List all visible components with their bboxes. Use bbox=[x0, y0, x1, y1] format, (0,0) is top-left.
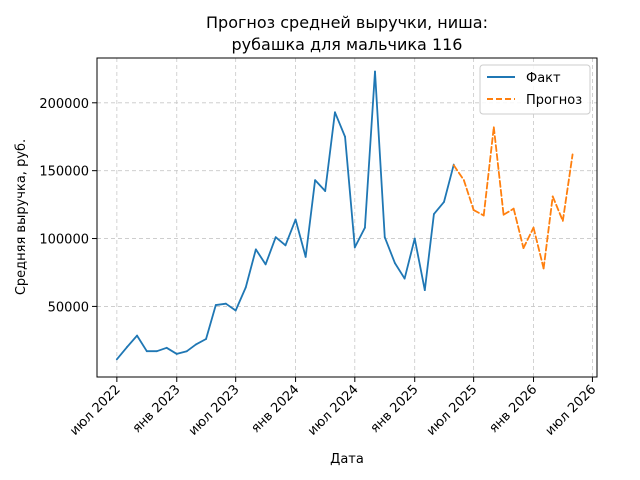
chart-title-line-1: Прогноз средней выручки, ниша: bbox=[206, 13, 488, 32]
series-0-segment bbox=[225, 302, 237, 312]
series-0-segment bbox=[244, 248, 257, 289]
series-1-segment bbox=[472, 209, 485, 217]
series-1-group bbox=[452, 126, 574, 270]
series-0-group bbox=[115, 70, 455, 361]
series-0-segment bbox=[254, 248, 267, 266]
series-0-segment bbox=[413, 237, 426, 292]
series-1-segment bbox=[452, 164, 465, 182]
series-0-segment bbox=[205, 304, 217, 340]
series-1-segment bbox=[522, 226, 535, 249]
y-tick-label: 50000 bbox=[48, 300, 89, 315]
series-1-segment bbox=[492, 126, 505, 216]
series-1-segment bbox=[482, 126, 495, 217]
series-0-segment bbox=[136, 334, 148, 353]
series-0-segment bbox=[185, 343, 197, 353]
y-tick-label: 200000 bbox=[39, 97, 89, 112]
y-tick-label: 150000 bbox=[39, 165, 89, 180]
series-0-segment bbox=[165, 346, 178, 355]
series-0-segment bbox=[324, 111, 336, 192]
series-1-segment bbox=[561, 153, 574, 222]
series-0-segment bbox=[264, 236, 277, 266]
series-1-segment bbox=[551, 195, 564, 222]
series-0-segment bbox=[314, 179, 327, 192]
series-0-segment bbox=[304, 179, 316, 258]
series-0-segment bbox=[115, 346, 128, 361]
series-0-segment bbox=[393, 262, 406, 280]
series-1-segment bbox=[462, 179, 475, 211]
series-0-segment bbox=[423, 213, 435, 292]
series-0-segment bbox=[234, 286, 247, 312]
series-0-segment bbox=[214, 302, 227, 306]
legend-label-fact: Факт bbox=[526, 71, 561, 86]
series-0-segment bbox=[344, 135, 356, 249]
series-0-segment bbox=[274, 236, 287, 247]
series-1-segment bbox=[502, 207, 515, 216]
series-0-segment bbox=[383, 236, 396, 264]
series-1-segment bbox=[532, 226, 545, 270]
series-0-segment bbox=[195, 338, 207, 346]
x-axis-label: Дата bbox=[330, 452, 364, 467]
series-0-segment bbox=[364, 70, 376, 229]
y-tick-label: 100000 bbox=[39, 233, 89, 248]
series-0-segment bbox=[126, 334, 138, 349]
series-0-segment bbox=[433, 200, 445, 216]
legend-label-forecast: Прогноз bbox=[526, 93, 582, 108]
series-0-segment bbox=[284, 218, 297, 247]
series-0-segment bbox=[403, 237, 416, 280]
series-0-segment bbox=[334, 111, 346, 138]
series-0-segment bbox=[294, 218, 307, 258]
series-1-segment bbox=[542, 195, 554, 270]
series-0-segment bbox=[443, 163, 455, 203]
series-0-segment bbox=[353, 226, 366, 249]
series-1-segment bbox=[512, 207, 525, 249]
series-0-segment bbox=[155, 346, 168, 353]
legend: Факт Прогноз bbox=[479, 64, 591, 115]
series-0-segment bbox=[175, 350, 188, 355]
chart-title-line-2: рубашка для мальчика 116 bbox=[232, 35, 463, 54]
series-lines bbox=[115, 70, 574, 361]
plot-area-frame bbox=[96, 57, 598, 378]
series-0-segment bbox=[374, 70, 386, 239]
y-axis-label: Средняя выручка, руб. bbox=[14, 139, 29, 295]
